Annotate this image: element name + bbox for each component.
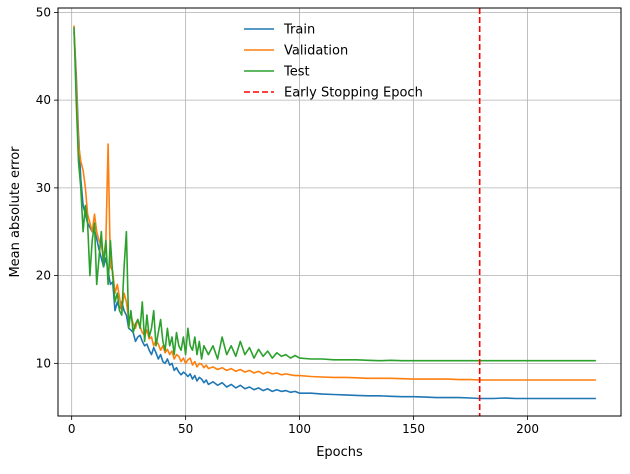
y-tick-label: 30: [36, 181, 51, 195]
grid: [58, 8, 621, 416]
series-layer: [73, 8, 596, 416]
series-line-test: [73, 27, 596, 362]
y-tick-label: 10: [36, 356, 51, 370]
y-tick-label: 50: [36, 5, 51, 19]
x-axis-label: Epochs: [316, 445, 363, 460]
x-tick-label: 150: [402, 422, 425, 436]
y-tick-label: 20: [36, 269, 51, 283]
legend-label-train: Train: [283, 23, 315, 38]
ticks: 0 50 100 150 200 10 20 30 40 50: [36, 5, 539, 436]
legend-label-early-stopping-epoch: Early Stopping Epoch: [284, 86, 423, 101]
x-tick-label: 100: [288, 422, 311, 436]
y-axis-label: Mean absolute error: [8, 146, 23, 278]
y-tick-label: 40: [36, 93, 51, 107]
legend-label-test: Test: [283, 65, 310, 80]
legend-label-validation: Validation: [284, 44, 348, 59]
legend: Train Validation Test Early Stopping Epoch: [244, 23, 423, 101]
plot-frame: [57, 7, 622, 417]
x-tick-label: 200: [516, 422, 539, 436]
x-tick-label: 0: [68, 422, 76, 436]
x-tick-label: 50: [178, 422, 193, 436]
